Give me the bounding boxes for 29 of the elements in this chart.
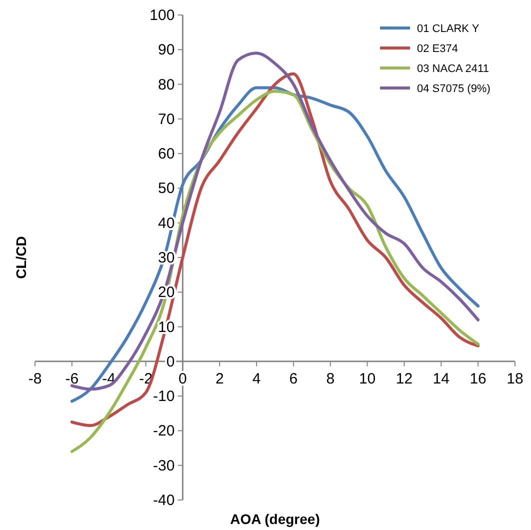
y-tick-label: -40 — [153, 492, 175, 509]
y-tick-label: 50 — [158, 180, 175, 198]
x-tick-label: 10 — [358, 370, 376, 388]
x-tick-label: 8 — [326, 370, 335, 388]
y-tick-label: 60 — [158, 146, 175, 163]
legend-label: 02 E374 — [417, 43, 458, 55]
y-axis-title: CL/CD — [13, 236, 29, 279]
x-tick-label: 16 — [470, 370, 486, 388]
y-tick-label: 90 — [158, 42, 175, 59]
x-tick-label: 12 — [396, 370, 413, 388]
legend-label: 01 CLARK Y — [417, 23, 480, 35]
y-tick-label: 0 — [166, 353, 175, 370]
y-tick-label: -10 — [153, 388, 175, 406]
y-tick-label: -20 — [153, 422, 175, 440]
y-tick-label: 100 — [150, 7, 175, 24]
x-tick-label: 0 — [178, 370, 187, 388]
x-tick-label: 2 — [215, 370, 224, 388]
y-tick-label: 80 — [158, 76, 175, 94]
x-tick-label: -8 — [28, 370, 42, 388]
x-tick-label: 4 — [252, 370, 261, 388]
x-tick-label: -6 — [65, 370, 79, 388]
x-tick-label: 14 — [432, 370, 450, 388]
x-axis-title: AOA (degree) — [230, 511, 320, 527]
legend-label: 04 S7075 (9%) — [417, 83, 490, 95]
x-tick-label: 18 — [506, 370, 524, 388]
y-tick-label: 70 — [158, 110, 175, 128]
legend-label: 03 NACA 2411 — [417, 63, 489, 75]
y-tick-label: -30 — [153, 457, 175, 474]
x-tick-label: 6 — [289, 370, 298, 388]
